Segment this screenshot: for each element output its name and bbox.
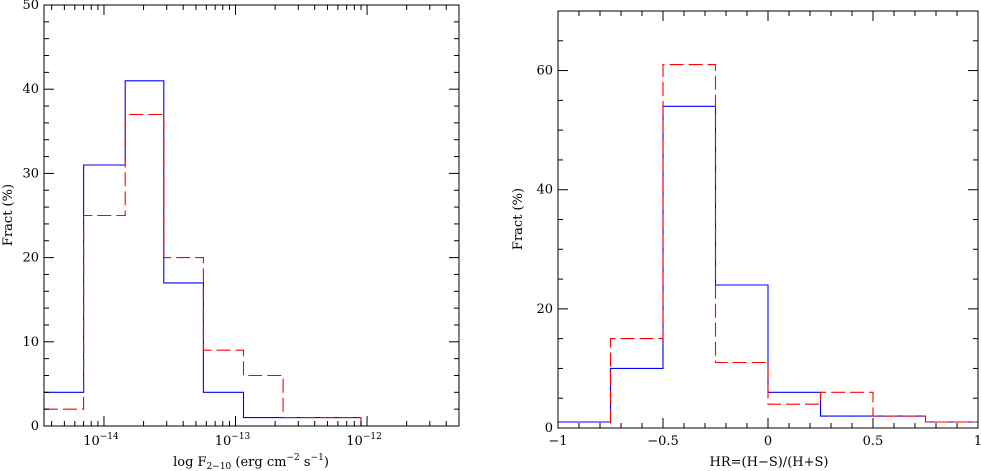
right-x-axis-label: HR=(H−S)/(H+S) <box>710 455 829 470</box>
left-y-tick-label: 30 <box>22 166 39 181</box>
left-y-tick-label: 40 <box>22 82 39 97</box>
right-x-tick-label: −0.5 <box>647 434 679 449</box>
right-y-tick-label: 40 <box>536 183 553 198</box>
left-panel: 0 10 20 30 40 50 10−14 10−13 10−12 log F2−10 (erg… <box>1 0 460 471</box>
right-x-tick-label: −1 <box>548 434 567 449</box>
left-y-tick-label: 50 <box>22 0 39 13</box>
right-y-axis-label: Fract (%) <box>511 188 526 250</box>
left-y-axis-label: Fract (%) <box>1 184 16 246</box>
left-y-tick-label: 10 <box>22 335 39 350</box>
right-panel: 0 20 40 60 −1 −0.5 0 0.5 1 HR=(H−S)/(H+S) Fract (%… <box>511 10 981 470</box>
left-y-tick-label: 20 <box>22 251 39 266</box>
right-y-tick-label: 0 <box>545 421 553 436</box>
left-x-axis-label: log F2−10 (erg cm−2 s−1) <box>173 453 329 471</box>
left-y-tick-label: 0 <box>31 419 39 434</box>
right-y-tick-label: 60 <box>536 64 553 79</box>
right-x-tick-label: 0.5 <box>863 434 884 449</box>
right-series-red-dashed-line <box>558 64 978 429</box>
left-x-tick-label: 10−12 <box>346 432 382 449</box>
right-y-tick-label: 20 <box>536 302 553 317</box>
right-x-tick-label: 0 <box>764 434 772 449</box>
left-plot-frame <box>43 4 460 427</box>
left-series-blue-solid-line <box>44 80 459 427</box>
left-series-red-dashed-line <box>44 113 459 427</box>
left-x-tick-label: 10−14 <box>83 432 119 449</box>
left-x-tick-label: 10−13 <box>215 432 251 449</box>
right-x-tick-label: 1 <box>974 434 981 449</box>
